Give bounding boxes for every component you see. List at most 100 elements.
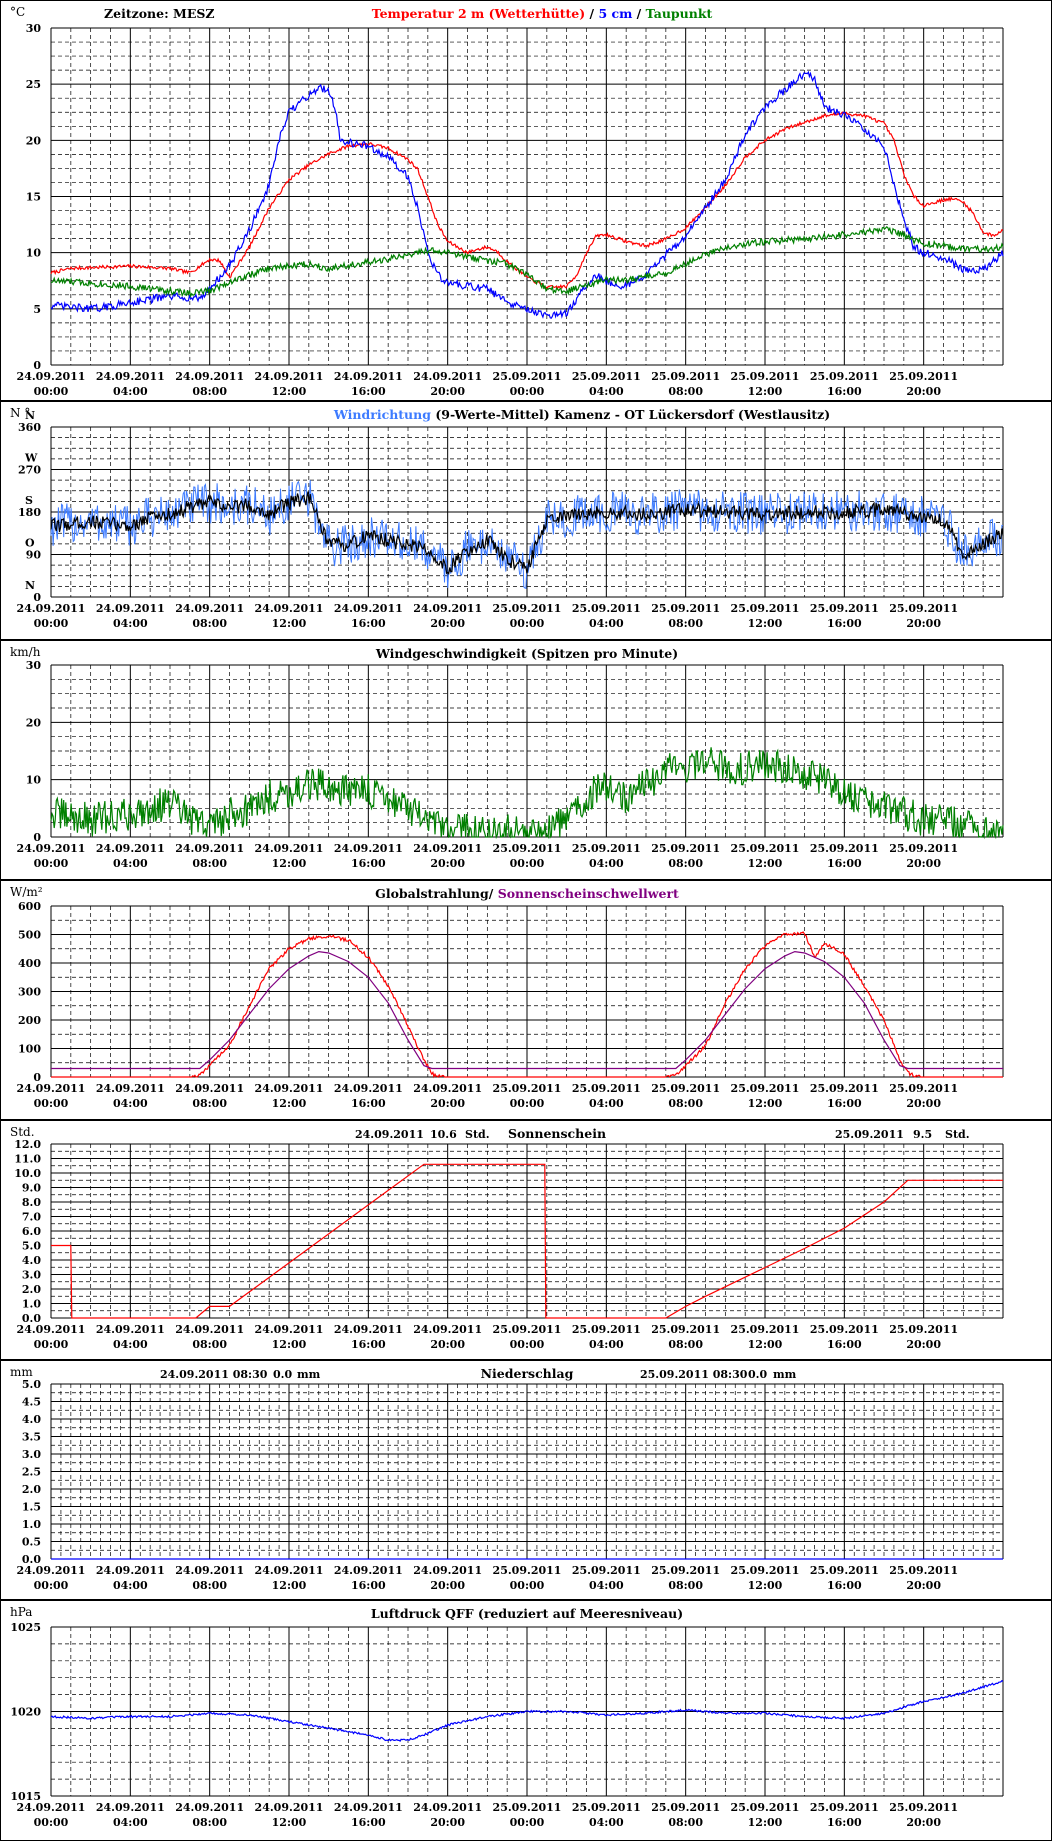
x-tick-time: 20:00	[906, 1097, 941, 1110]
x-tick-time: 12:00	[272, 1579, 307, 1592]
panel-air-pressure: 1015 1020 1025 hPa 24.09.2011 00:00 24.09.2011…	[0, 1600, 1052, 1841]
x-tick-date: 24.09.2011	[255, 1082, 324, 1095]
compass-label: N	[25, 579, 35, 592]
y-tick-label: 0	[33, 1071, 41, 1084]
series-line-global-radiation-0	[51, 931, 1003, 1079]
x-tick-time: 12:00	[272, 857, 307, 870]
x-tick-date: 25.09.2011	[493, 602, 562, 615]
y-tick-label: 15	[26, 191, 41, 204]
unit-label: km/h	[10, 645, 41, 659]
y-tick-label: 3.0	[22, 1269, 41, 1282]
x-tick-time: 04:00	[589, 385, 624, 398]
x-tick-date: 25.09.2011	[731, 842, 800, 855]
x-tick-time: 08:00	[192, 1579, 227, 1592]
y-tick-label: 2.0	[22, 1483, 41, 1496]
series-line-global-radiation-1	[51, 950, 1003, 1070]
x-tick-date: 24.09.2011	[413, 370, 482, 383]
x-tick-time: 08:00	[192, 385, 227, 398]
x-tick-date: 25.09.2011	[731, 602, 800, 615]
compass-label: W	[24, 452, 38, 465]
summary-date: 24.09.2011	[355, 1128, 424, 1141]
x-tick-date: 25.09.2011	[651, 842, 720, 855]
y-tick-label: 1.5	[22, 1501, 41, 1514]
series-line-temperature-0	[50, 111, 1004, 290]
unit-label: °C	[10, 5, 25, 19]
x-tick-date: 24.09.2011	[334, 1082, 403, 1095]
x-tick-date: 25.09.2011	[731, 1564, 800, 1577]
x-tick-date: 24.09.2011	[175, 602, 244, 615]
x-tick-date: 24.09.2011	[17, 1564, 86, 1577]
x-tick-time: 20:00	[906, 385, 941, 398]
x-tick-time: 16:00	[351, 385, 386, 398]
x-tick-date: 25.09.2011	[731, 1323, 800, 1336]
x-tick-time: 16:00	[351, 1579, 386, 1592]
x-tick-date: 25.09.2011	[651, 1564, 720, 1577]
x-tick-date: 25.09.2011	[493, 1082, 562, 1095]
title-part: Niederschlag	[481, 1366, 574, 1381]
y-tick-label: 90	[26, 549, 42, 562]
x-tick-date: 24.09.2011	[96, 842, 165, 855]
x-tick-time: 16:00	[827, 1338, 862, 1351]
x-tick-time: 04:00	[113, 1579, 148, 1592]
series-line-temperature-2	[50, 226, 1004, 299]
title-part: Globalstrahlung	[375, 886, 489, 901]
y-tick-label: 5.0	[22, 1240, 41, 1253]
title-part: Sonnenschein	[508, 1126, 606, 1141]
x-tick-time: 00:00	[34, 1097, 69, 1110]
title-part: Windgeschwindigkeit (Spitzen pro Minute)	[375, 646, 678, 661]
panel-temperature: 0 5 10 15 20 25 30°C 24.09.2011 00:00 24.09.2011 0…	[0, 0, 1052, 401]
x-tick-time: 12:00	[748, 1579, 783, 1592]
y-tick-label: 300	[18, 986, 41, 999]
x-tick-time: 20:00	[906, 617, 941, 630]
y-tick-label: 360	[18, 421, 41, 434]
x-tick-time: 12:00	[748, 1338, 783, 1351]
x-tick-date: 25.09.2011	[889, 1801, 958, 1814]
x-tick-date: 25.09.2011	[731, 1801, 800, 1814]
x-tick-date: 24.09.2011	[255, 842, 324, 855]
y-tick-label: 30	[26, 659, 42, 672]
x-tick-date: 24.09.2011	[255, 602, 324, 615]
x-tick-date: 24.09.2011	[175, 1564, 244, 1577]
y-tick-label: 1.0	[22, 1298, 41, 1311]
title-part: /	[489, 886, 498, 901]
x-tick-time: 04:00	[113, 617, 148, 630]
x-tick-date: 24.09.2011	[413, 1564, 482, 1577]
summary-date: 25.09.2011 08:30	[640, 1368, 748, 1381]
y-tick-label: 12.0	[14, 1138, 41, 1151]
y-tick-label: 10.0	[14, 1167, 41, 1180]
x-tick-time: 04:00	[113, 1338, 148, 1351]
x-tick-time: 12:00	[748, 1816, 783, 1829]
x-tick-date: 24.09.2011	[413, 602, 482, 615]
y-tick-label: 10	[26, 247, 42, 260]
title-part: Temperatur 2 m (Wetterhütte)	[372, 6, 585, 21]
y-tick-label: 1.0	[22, 1518, 41, 1531]
x-tick-date: 25.09.2011	[651, 370, 720, 383]
y-tick-label: 3.0	[22, 1448, 41, 1461]
panel-sunshine: 0.01.0 2.03.0 4.05.0 6.07.0 8.09.0 10.011.0 12…	[0, 1120, 1052, 1360]
series-line-sunshine-0	[51, 1163, 1003, 1319]
y-tick-label: 8.0	[22, 1196, 41, 1209]
summary-value: 9.5	[913, 1128, 932, 1141]
x-tick-time: 04:00	[589, 1338, 624, 1351]
panel-frame	[0, 0, 1052, 401]
x-tick-date: 24.09.2011	[255, 1801, 324, 1814]
unit-label: W/m²	[10, 885, 43, 899]
y-tick-label: 11.0	[14, 1153, 41, 1166]
x-tick-date: 25.09.2011	[493, 370, 562, 383]
chart-title: Temperatur 2 m (Wetterhütte) / 5 cm / Ta…	[372, 6, 713, 21]
y-tick-label: 500	[18, 929, 41, 942]
chart-title: Windrichtung (9-Werte-Mittel) Kamenz - O…	[333, 407, 830, 422]
x-tick-date: 25.09.2011	[572, 1323, 641, 1336]
x-tick-time: 16:00	[351, 857, 386, 870]
x-tick-date: 25.09.2011	[731, 1082, 800, 1095]
x-tick-time: 08:00	[668, 617, 703, 630]
x-tick-date: 24.09.2011	[334, 1323, 403, 1336]
y-tick-label: 0	[33, 359, 41, 372]
x-tick-time: 20:00	[906, 1579, 941, 1592]
x-tick-time: 00:00	[510, 1816, 545, 1829]
y-tick-label: 9.0	[22, 1182, 41, 1195]
x-tick-date: 24.09.2011	[175, 1323, 244, 1336]
